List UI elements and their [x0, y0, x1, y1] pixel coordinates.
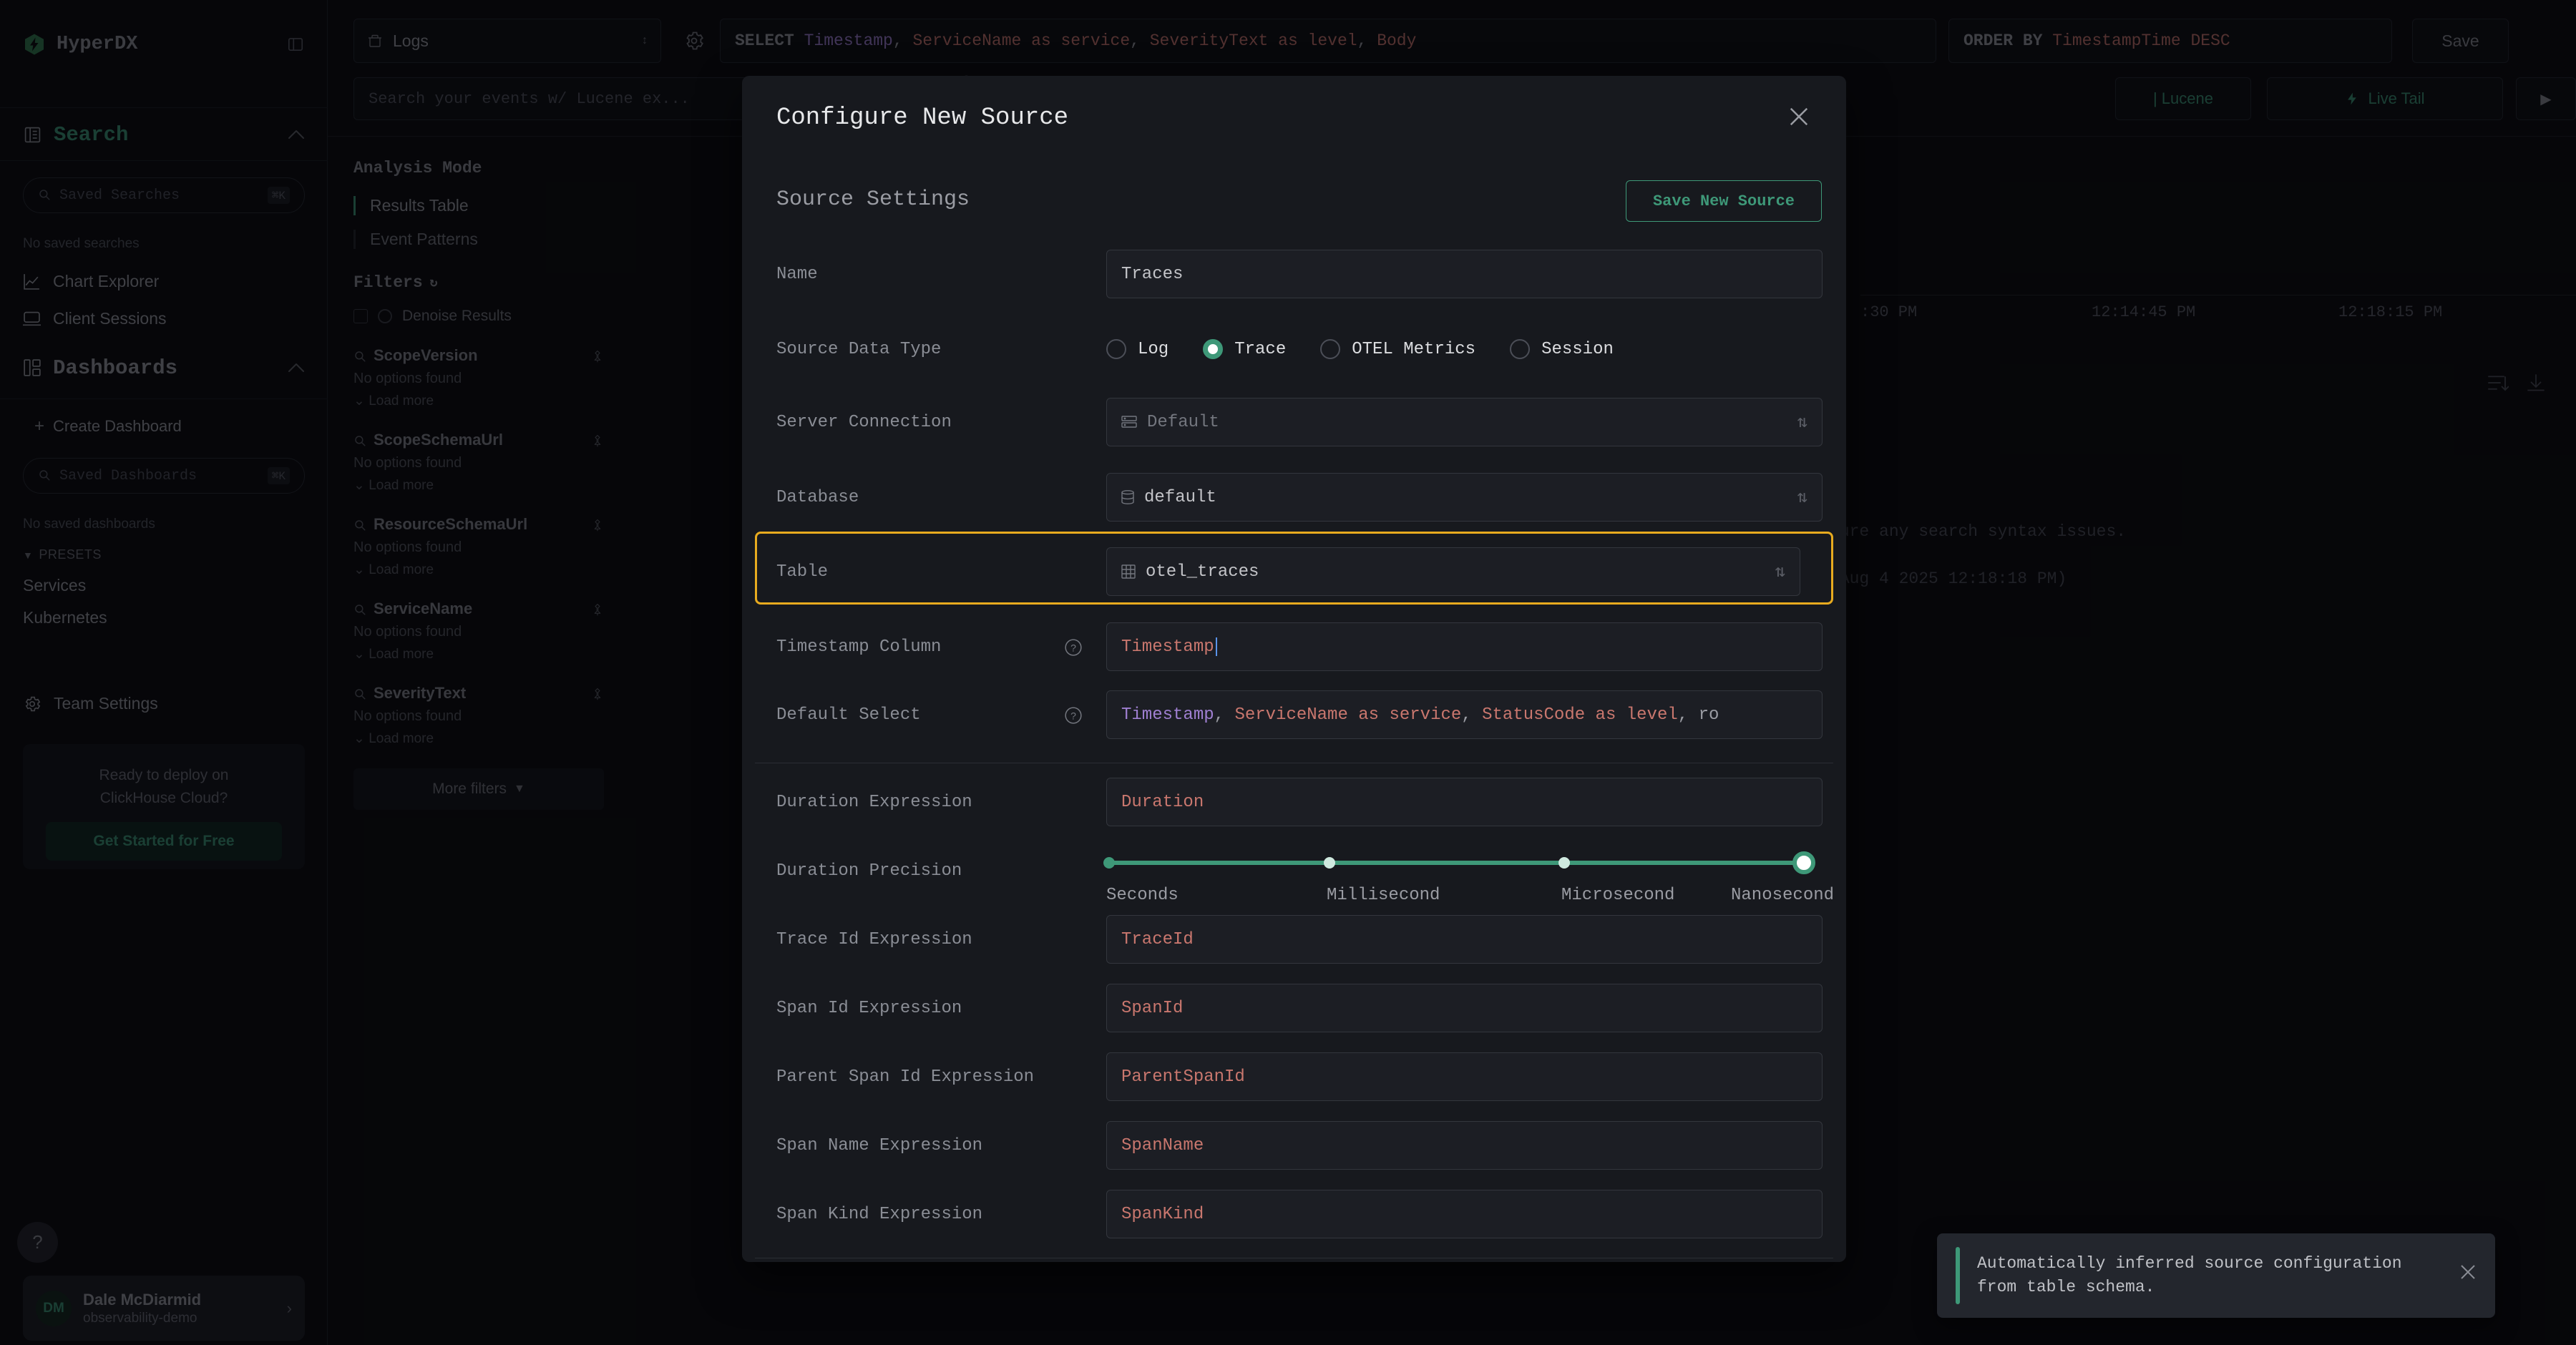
- svg-text:?: ?: [1070, 710, 1076, 721]
- svg-text:?: ?: [1070, 642, 1076, 653]
